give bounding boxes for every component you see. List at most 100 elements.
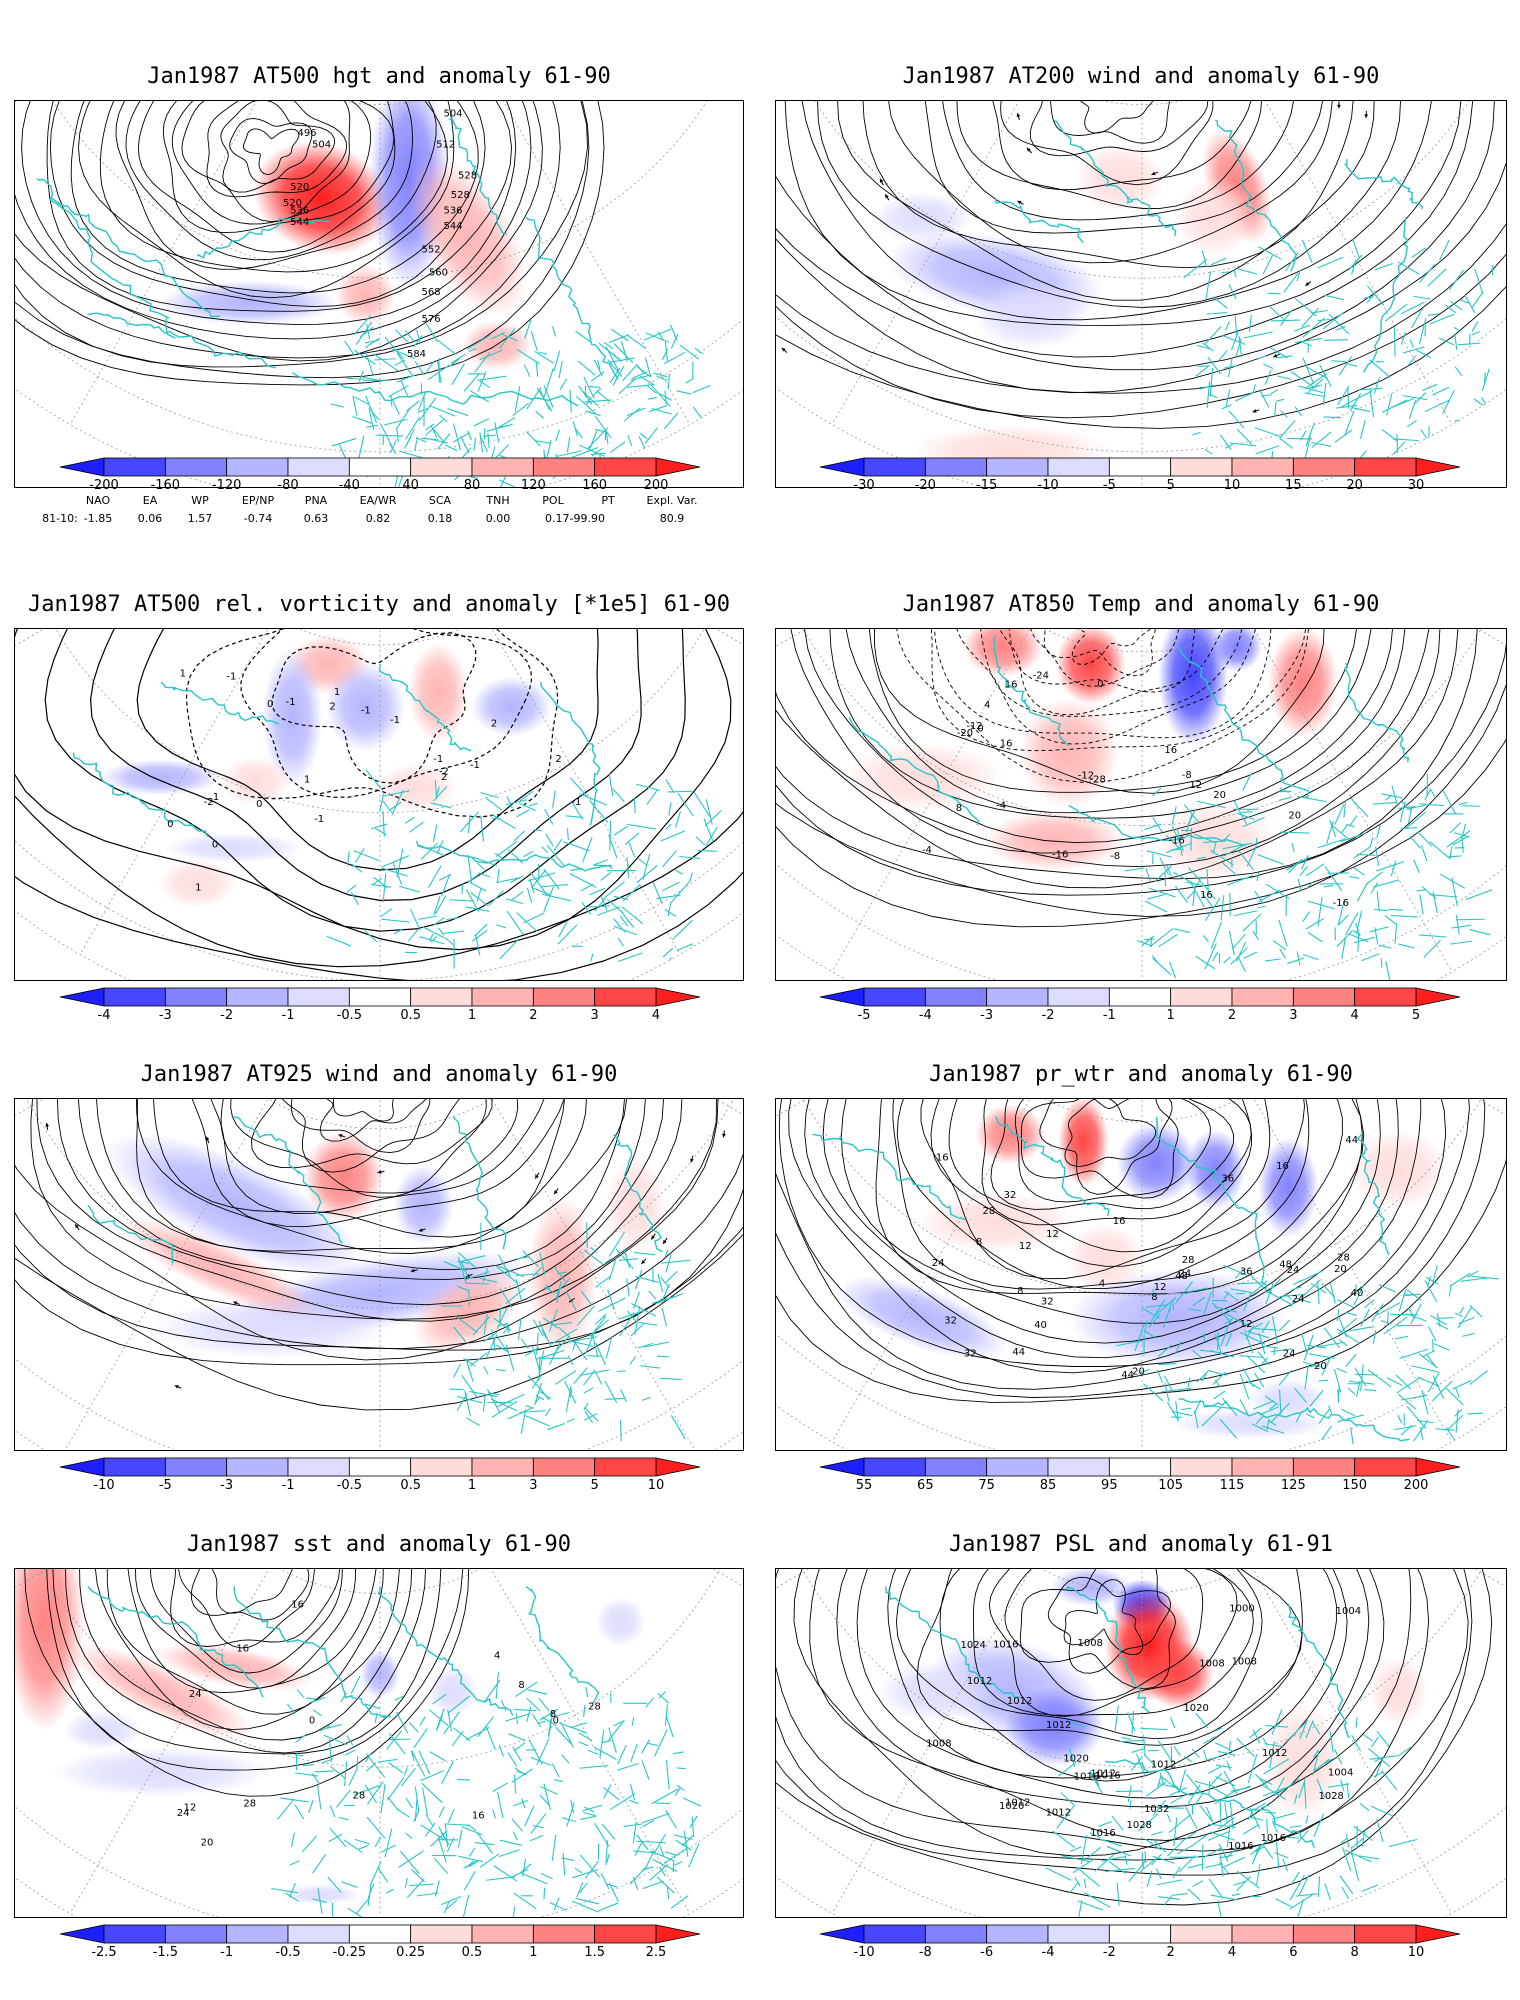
country-border [566,436,571,453]
country-border [384,418,408,426]
country-border [1453,327,1462,332]
country-border [1397,1414,1403,1424]
contour-line [776,101,1506,429]
country-border [477,378,491,389]
contour-line [15,101,588,368]
country-border [551,1763,560,1778]
country-border [1186,1773,1203,1794]
country-border [1265,1282,1274,1304]
country-border [1212,1371,1227,1386]
contour-line [868,629,1357,793]
country-border [288,1882,296,1898]
country-border [418,844,445,857]
contour-line [1014,1099,1211,1203]
country-border [1265,1811,1277,1814]
contour-label: 24 [932,1258,945,1269]
country-border [422,926,445,939]
country-border [1223,844,1245,857]
country-border [589,887,606,896]
country-border [1337,385,1350,406]
wind-arrowhead [1273,353,1278,358]
country-border [1192,431,1201,436]
country-border [450,353,467,364]
country-border [679,855,700,859]
country-border [608,1727,617,1753]
country-border [1217,1750,1236,1756]
country-border [603,1787,620,1801]
contour-line [1029,101,1209,157]
country-border [692,406,702,419]
country-border [1187,1888,1201,1901]
contour-label: 2 [329,702,335,713]
country-border [569,777,589,798]
country-border [310,1696,326,1703]
country-border [490,331,505,340]
country-border [1298,1874,1310,1897]
country-border [405,1832,413,1839]
country-border [627,435,633,447]
country-border [444,1823,449,1848]
country-border [413,334,423,348]
country-border [449,899,474,902]
country-border [367,1886,372,1906]
contour-label: -20 [957,728,973,739]
country-border [582,837,593,863]
teleconnection-header: POL [542,494,564,507]
country-border [662,881,680,892]
contour-label: 1 [334,687,340,698]
country-border [1246,1380,1261,1390]
colorbar-segment [1047,457,1110,477]
country-border [1388,908,1404,911]
contour-line [15,101,590,379]
country-border [1340,1779,1345,1792]
country-border [626,334,646,349]
country-border [1398,1289,1407,1312]
country-border [447,408,469,417]
country-border [1188,867,1209,890]
country-border [1302,1361,1321,1368]
country-border [414,1786,420,1812]
country-border [514,1767,526,1776]
teleconnection-value: 0.63 [303,512,329,525]
country-border [1297,879,1302,892]
contour-label: 44 [1012,1347,1025,1358]
country-border [1301,1279,1321,1298]
colorbar-tick-label: -4 [918,1008,932,1023]
colorbar-tick-label: 1 [467,1478,477,1493]
contour-line [136,1099,628,1252]
country-border [467,873,481,883]
contour-label: 1012 [967,1676,992,1687]
country-border [676,390,692,395]
colorbar-tick-label: 1 [529,1945,538,1960]
country-border [1202,342,1214,352]
country-border [1233,910,1258,917]
country-border [1322,382,1327,406]
country-border [1321,1355,1332,1376]
country-border [1352,238,1360,259]
country-border [1447,1414,1464,1431]
country-border [1420,429,1437,454]
country-border [1341,1847,1352,1872]
colorbar-segment [103,1924,166,1944]
contour-line [1047,1576,1171,1674]
contour-label: 20 [1288,810,1301,821]
country-border [308,1799,314,1814]
country-border [598,342,623,363]
country-border [1163,1894,1173,1906]
country-border [356,1755,359,1770]
country-border [1400,332,1407,345]
contour-label: 1016 [1261,1833,1286,1844]
country-border [608,1231,625,1257]
teleconnection-value: 0.00 [485,512,511,525]
country-border [453,1364,461,1378]
colorbar-tick-label: -160 [150,478,181,493]
country-border [1158,1344,1172,1358]
country-border [1407,805,1413,823]
colorbar-tick-label: 105 [1158,1478,1184,1493]
colorbar-tick-label: 10 [1223,478,1241,493]
country-border [1343,799,1347,818]
contour-label: 1024 [960,1640,985,1651]
country-border [533,887,552,896]
colorbar-segment [1354,987,1417,1007]
country-border [1360,419,1366,440]
